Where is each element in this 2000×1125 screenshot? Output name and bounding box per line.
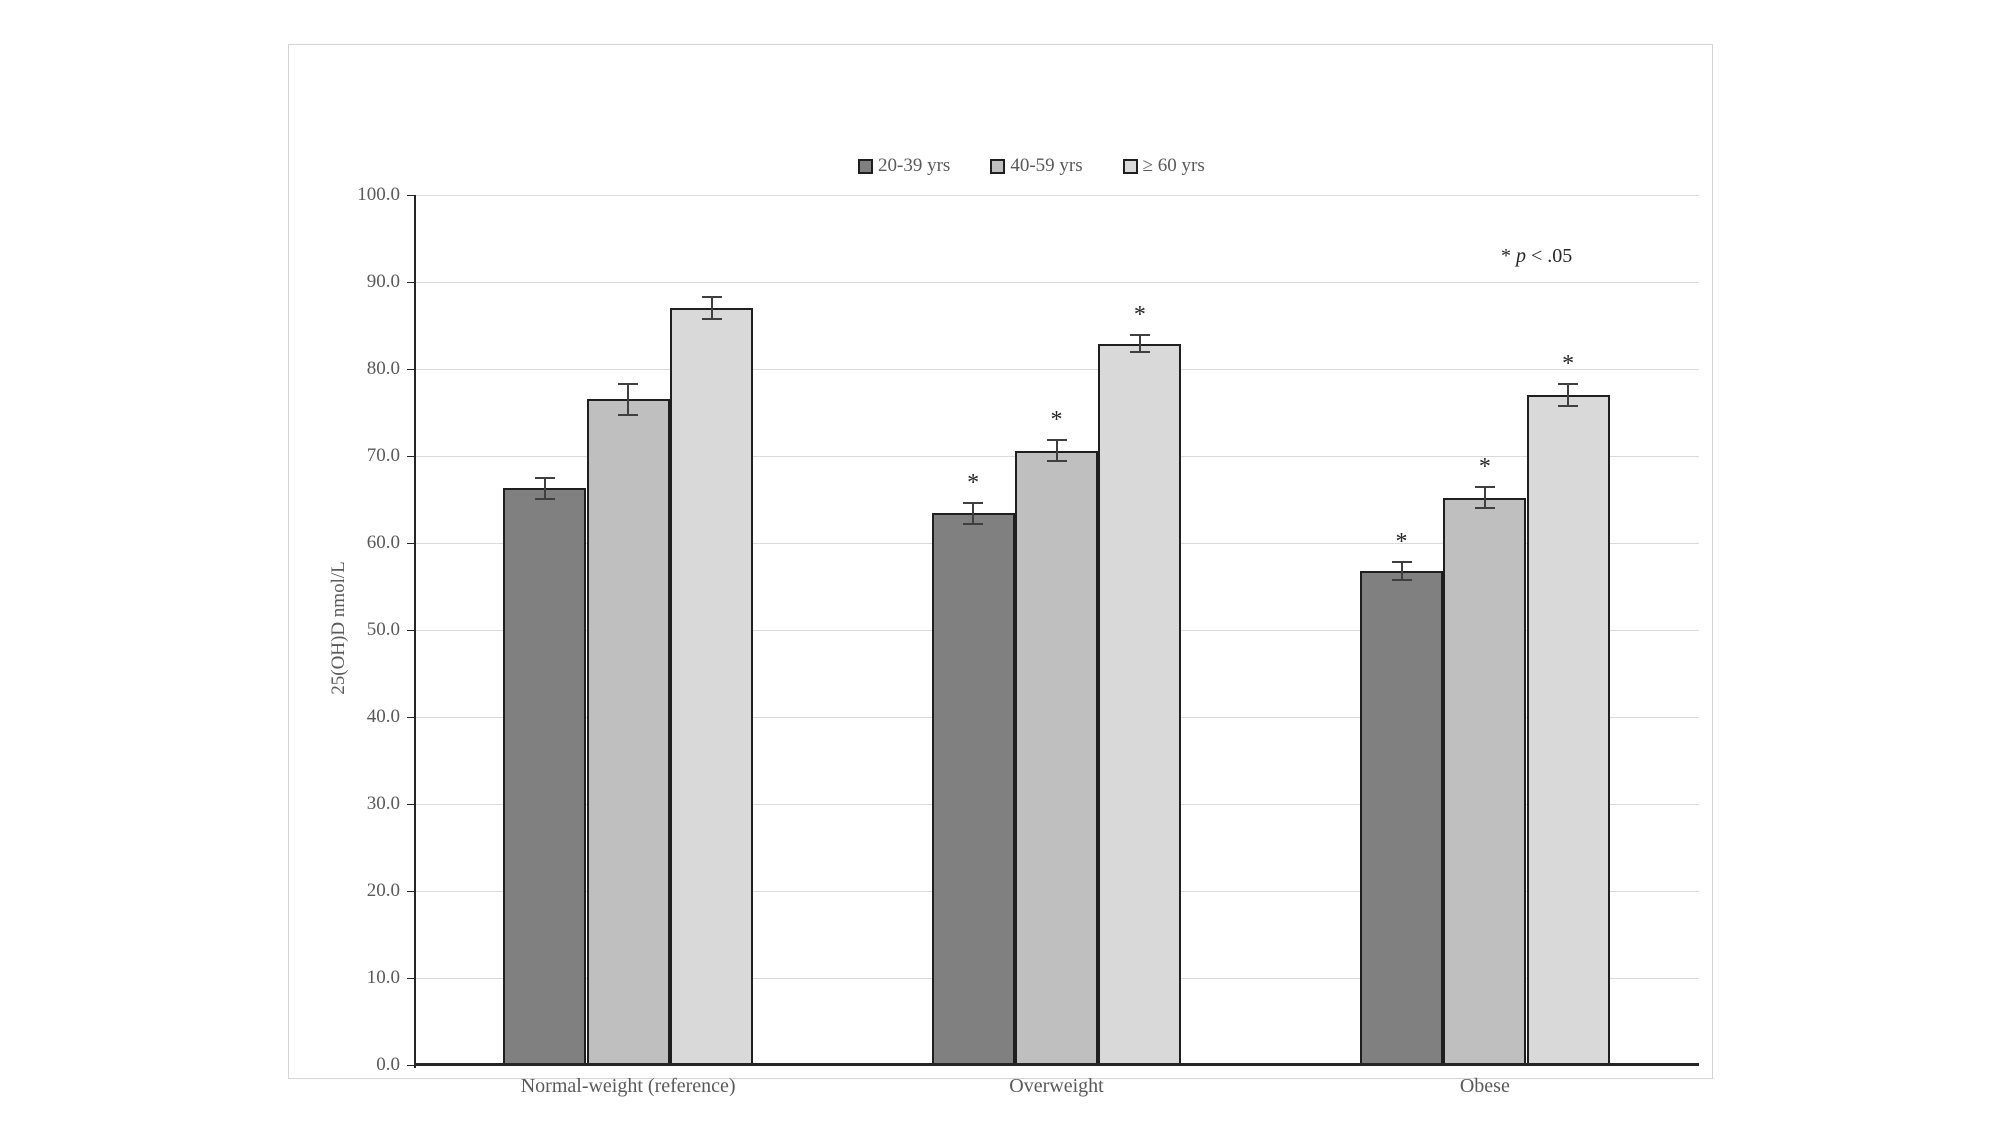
- legend-item-20-39-yrs: 20-39 yrs: [858, 155, 950, 177]
- error-bar-line-obese-60-yrs: [1567, 383, 1570, 407]
- significance-note-threshold: < .05: [1526, 245, 1573, 267]
- legend-label-60-yrs: ≥ 60 yrs: [1142, 155, 1205, 176]
- bar-normal-weight-reference-60-yrs: [669, 308, 754, 1065]
- x-category-label-obese: Obese: [1459, 1075, 1510, 1097]
- y-tick-label-100: 100.0: [357, 184, 400, 205]
- significance-asterisk-obese-20-39-yrs: *: [1395, 529, 1408, 556]
- significance-asterisk-obese-60-yrs: *: [1562, 350, 1575, 377]
- bar-obese-40-59-yrs: [1443, 497, 1527, 1065]
- chart-legend: 20-39 yrs 40-59 yrs ≥ 60 yrs: [858, 155, 1205, 177]
- bar-obese-20-39-yrs: [1359, 570, 1444, 1065]
- plot-area: * * * * * *: [414, 195, 1699, 1068]
- y-tick-mark-20: [407, 891, 414, 892]
- error-bar-cap-bottom-obese-20-39-yrs: [1391, 578, 1412, 581]
- significance-asterisk-overweight-60-yrs: *: [1133, 302, 1146, 329]
- error-bar-cap-bottom-overweight-20-39-yrs: [963, 522, 984, 525]
- y-tick-mark-60: [407, 543, 414, 544]
- legend-swatch-60-yrs: [1122, 158, 1138, 174]
- y-tick-mark-90: [407, 282, 414, 283]
- y-tick-label-70: 70.0: [366, 445, 400, 466]
- error-bar-cap-bottom-normal-weight-reference-40-59-yrs: [618, 414, 639, 417]
- error-bar-line-obese-20-39-yrs: [1400, 562, 1403, 580]
- error-bar-cap-top-normal-weight-reference-20-39-yrs: [534, 476, 555, 479]
- y-tick-label-50: 50.0: [366, 619, 400, 640]
- error-bar-cap-bottom-overweight-40-59-yrs: [1046, 460, 1067, 463]
- y-tick-label-60: 60.0: [366, 532, 400, 553]
- bar-normal-weight-reference-40-59-yrs: [586, 399, 670, 1065]
- significance-note-star: *: [1501, 245, 1516, 267]
- x-axis-line: [414, 1063, 1699, 1066]
- y-tick-label-40: 40.0: [366, 706, 400, 727]
- y-tick-mark-10: [407, 978, 414, 979]
- y-tick-mark-70: [407, 456, 414, 457]
- error-bar-cap-top-overweight-20-39-yrs: [963, 501, 984, 504]
- error-bar-cap-top-normal-weight-reference-60-yrs: [701, 295, 722, 298]
- y-tick-mark-50: [407, 630, 414, 631]
- error-bar-cap-top-obese-20-39-yrs: [1391, 561, 1412, 564]
- significance-asterisk-overweight-40-59-yrs: *: [1050, 407, 1063, 434]
- error-bar-line-overweight-20-39-yrs: [972, 502, 975, 524]
- error-bar-line-overweight-60-yrs: [1138, 335, 1141, 353]
- error-bar-cap-top-overweight-60-yrs: [1129, 334, 1150, 337]
- y-tick-label-20: 20.0: [366, 880, 400, 901]
- legend-item-40-59-yrs: 40-59 yrs: [990, 155, 1083, 177]
- error-bar-line-normal-weight-reference-60-yrs: [710, 296, 713, 320]
- y-tick-label-0: 0.0: [376, 1054, 400, 1075]
- error-bar-cap-bottom-obese-60-yrs: [1558, 405, 1579, 408]
- error-bar-line-obese-40-59-yrs: [1483, 487, 1486, 509]
- significance-asterisk-obese-40-59-yrs: *: [1478, 454, 1491, 481]
- x-category-label-normal-weight-reference: Normal-weight (reference): [520, 1075, 736, 1097]
- error-bar-cap-top-obese-40-59-yrs: [1474, 486, 1495, 489]
- error-bar-cap-bottom-normal-weight-reference-60-yrs: [701, 318, 722, 321]
- bar-overweight-60-yrs: [1098, 343, 1182, 1065]
- y-axis-tick-labels: 0.0 10.0 20.0 30.0 40.0 50.0 60.0 70.0 80.0 90.0 1…: [289, 184, 414, 1075]
- y-tick-mark-100: [407, 195, 414, 196]
- chart-figure: 20-39 yrs 40-59 yrs ≥ 60 yrs * p < .05 25(…: [288, 44, 1713, 1097]
- y-tick-label-80: 80.0: [366, 358, 400, 379]
- error-bar-line-overweight-40-59-yrs: [1055, 440, 1058, 462]
- gridline-80: [414, 369, 1699, 370]
- gridline-90: [414, 282, 1699, 283]
- error-bar-cap-bottom-overweight-60-yrs: [1129, 351, 1150, 354]
- y-tick-mark-80: [407, 369, 414, 370]
- error-bar-cap-top-obese-60-yrs: [1558, 382, 1579, 385]
- bar-normal-weight-reference-20-39-yrs: [503, 488, 587, 1065]
- legend-label-40-59-yrs: 40-59 yrs: [1010, 155, 1083, 176]
- error-bar-cap-bottom-obese-40-59-yrs: [1474, 507, 1495, 510]
- y-tick-mark-30: [407, 804, 414, 805]
- y-axis-line: [414, 195, 416, 1068]
- legend-swatch-20-39-yrs: [858, 158, 873, 174]
- error-bar-cap-top-normal-weight-reference-40-59-yrs: [618, 382, 639, 385]
- error-bar-cap-bottom-normal-weight-reference-20-39-yrs: [534, 497, 555, 500]
- x-axis-category-labels: Normal-weight (reference) Overweight Obese: [414, 1075, 1699, 1105]
- significance-note-variable: p: [1516, 245, 1526, 267]
- error-bar-cap-top-overweight-40-59-yrs: [1046, 439, 1067, 442]
- y-tick-label-90: 90.0: [366, 271, 400, 292]
- y-tick-mark-0: [407, 1065, 414, 1066]
- bar-overweight-20-39-yrs: [931, 513, 1015, 1065]
- significance-note: * p < .05: [1501, 245, 1572, 268]
- error-bar-line-normal-weight-reference-20-39-yrs: [543, 477, 546, 499]
- gridline-100: [414, 195, 1699, 196]
- legend-label-20-39-yrs: 20-39 yrs: [878, 155, 951, 176]
- legend-swatch-40-59-yrs: [990, 158, 1006, 174]
- bar-obese-60-yrs: [1526, 395, 1610, 1065]
- y-tick-label-30: 30.0: [366, 793, 400, 814]
- x-category-label-overweight: Overweight: [1009, 1075, 1104, 1097]
- legend-item-60-yrs: ≥ 60 yrs: [1122, 155, 1205, 177]
- y-tick-mark-40: [407, 717, 414, 718]
- error-bar-line-normal-weight-reference-40-59-yrs: [627, 383, 630, 416]
- bar-overweight-40-59-yrs: [1014, 450, 1099, 1065]
- significance-asterisk-overweight-20-39-yrs: *: [967, 469, 980, 496]
- y-tick-label-10: 10.0: [366, 967, 400, 988]
